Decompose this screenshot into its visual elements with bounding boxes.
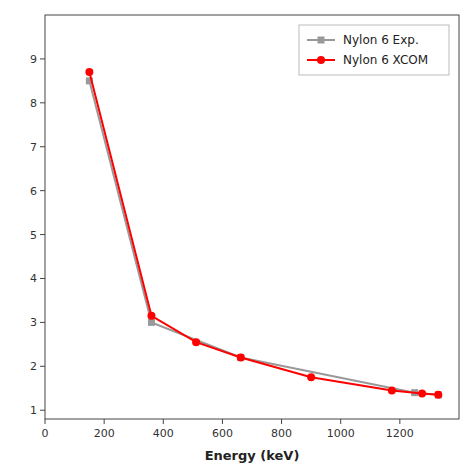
y-tick <box>40 58 45 59</box>
y-tick-label: 2 <box>30 360 37 373</box>
x-tick <box>104 419 105 424</box>
x-tick <box>281 419 282 424</box>
data-area <box>85 68 442 399</box>
legend-label: Nylon 6 XCOM <box>343 53 428 67</box>
y-tick <box>40 410 45 411</box>
data-point <box>237 354 245 362</box>
x-tick-label: 400 <box>153 427 174 440</box>
y-tick-label: 3 <box>30 316 37 329</box>
legend-marker <box>317 56 325 64</box>
data-point <box>237 354 244 361</box>
legend-marker <box>318 37 325 44</box>
data-point <box>307 373 315 381</box>
y-tick <box>40 146 45 147</box>
y-tick-label: 6 <box>30 185 37 198</box>
y-tick <box>40 322 45 323</box>
y-tick <box>40 102 45 103</box>
legend: Nylon 6 Exp. Nylon 6 XCOM <box>299 25 449 75</box>
series-line <box>89 72 438 395</box>
x-tick-label: 0 <box>42 427 49 440</box>
legend-box <box>299 25 449 75</box>
y-tick-label: 8 <box>30 97 37 110</box>
x-axis-label: Energy (keV) <box>205 448 300 463</box>
data-point <box>148 319 155 326</box>
y-tick <box>40 234 45 235</box>
data-point <box>388 386 396 394</box>
y-tick-label: 1 <box>30 404 37 417</box>
series-line <box>89 81 438 395</box>
x-tick <box>340 419 341 424</box>
data-point <box>147 312 155 320</box>
x-tick <box>222 419 223 424</box>
legend-label: Nylon 6 Exp. <box>343 33 419 47</box>
data-point <box>435 391 442 398</box>
y-tick-label: 5 <box>30 229 37 242</box>
x-tick <box>45 419 46 424</box>
data-point <box>418 390 426 398</box>
data-point <box>85 68 93 76</box>
plot-frame <box>45 15 459 419</box>
y-tick-label: 9 <box>30 53 37 66</box>
y-tick-label: 4 <box>30 272 37 285</box>
chart: 0 200 400 600 800 1000 1200 1 2 3 4 5 6 7 8 9 Energy (ke… <box>0 0 474 474</box>
x-tick-label: 1000 <box>327 427 355 440</box>
y-tick <box>40 190 45 191</box>
data-point <box>434 391 442 399</box>
x-tick-label: 800 <box>271 427 292 440</box>
y-tick-label: 7 <box>30 141 37 154</box>
x-tick-label: 200 <box>94 427 115 440</box>
y-tick <box>40 366 45 367</box>
data-point <box>192 338 200 346</box>
x-tick-label: 600 <box>212 427 233 440</box>
x-tick-label: 1200 <box>386 427 414 440</box>
x-tick <box>399 419 400 424</box>
y-tick <box>40 278 45 279</box>
x-tick <box>163 419 164 424</box>
